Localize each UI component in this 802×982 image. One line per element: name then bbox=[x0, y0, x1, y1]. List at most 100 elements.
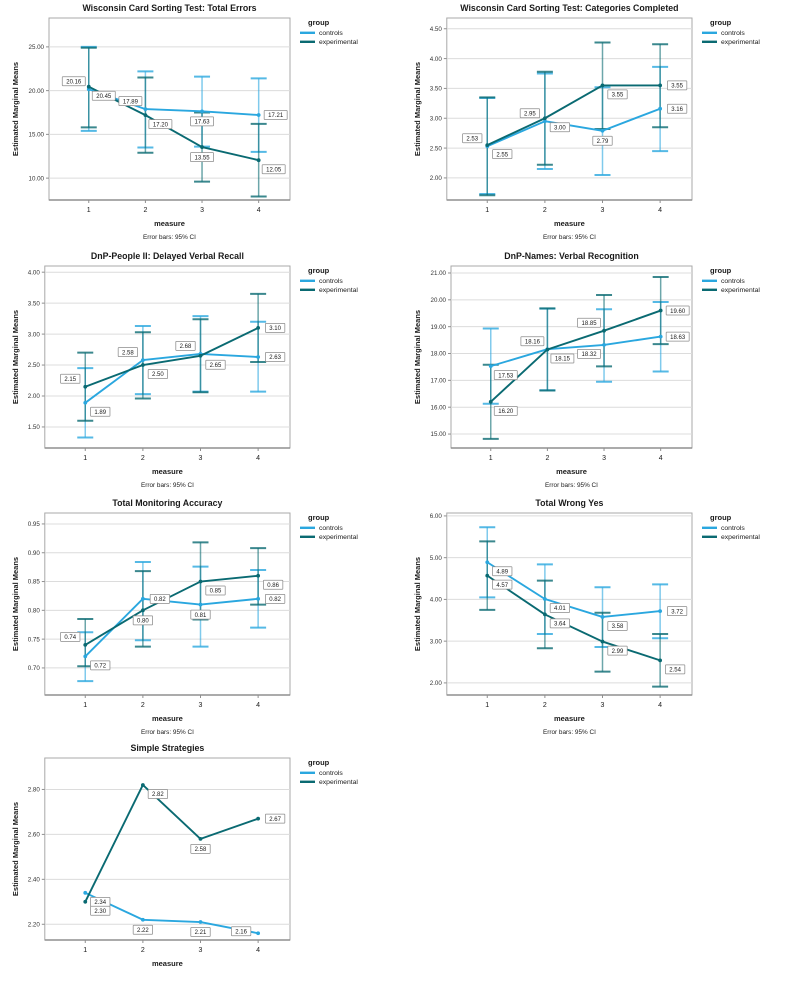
data-point-experimental bbox=[545, 347, 550, 352]
y-tick-label: 18.00 bbox=[431, 351, 447, 358]
y-tick-label: 4.00 bbox=[28, 269, 41, 276]
data-point-experimental bbox=[542, 612, 547, 617]
chart-panel-dnp-names-verbal-recognition: 21.00 20.00 19.00 18.00 17.00 16.00 15.00 1 2 3 4 1… bbox=[410, 248, 802, 495]
data-point-controls bbox=[83, 890, 88, 895]
data-point-experimental bbox=[658, 83, 663, 88]
point-label-box bbox=[190, 844, 211, 854]
point-label: 2.95 bbox=[524, 111, 536, 117]
y-tick-label: 0.95 bbox=[28, 521, 41, 528]
y-tick-label: 0.90 bbox=[28, 550, 41, 557]
point-label: 0.74 bbox=[64, 635, 76, 641]
point-label: 18.15 bbox=[555, 357, 571, 363]
point-label-box bbox=[61, 76, 86, 87]
point-label-box bbox=[263, 579, 284, 590]
point-label-box bbox=[607, 621, 628, 631]
y-tick-label: 0.80 bbox=[28, 608, 41, 615]
data-point-experimental bbox=[256, 326, 261, 330]
point-label: 2.58 bbox=[195, 847, 207, 853]
data-point-experimental bbox=[83, 384, 88, 389]
plot-frame bbox=[44, 757, 291, 941]
y-axis-label: Estimated Marginal Means bbox=[11, 802, 20, 896]
point-label: 2.30 bbox=[94, 909, 106, 915]
point-label: 3.72 bbox=[671, 609, 683, 615]
data-point-controls bbox=[658, 106, 663, 111]
x-tick-label: 4 bbox=[659, 455, 663, 462]
x-axis-label: measure bbox=[556, 467, 587, 476]
point-label: 2.34 bbox=[94, 900, 106, 906]
x-axis-label: measure bbox=[152, 467, 183, 476]
x-axis-label: measure bbox=[554, 714, 585, 723]
x-tick-label: 3 bbox=[602, 455, 606, 462]
point-label-box bbox=[261, 164, 286, 175]
y-tick-label: 0.70 bbox=[28, 665, 41, 672]
y-tick-label: 21.00 bbox=[431, 270, 447, 277]
data-point-experimental bbox=[542, 116, 547, 121]
x-tick-label: 3 bbox=[601, 207, 605, 214]
data-point-experimental bbox=[488, 399, 493, 404]
point-label-box bbox=[231, 926, 252, 937]
point-label-box bbox=[667, 606, 688, 616]
point-label: 20.16 bbox=[66, 79, 82, 85]
series-line-controls bbox=[84, 352, 260, 404]
point-label: 1.89 bbox=[94, 410, 106, 416]
chart-svg-total-wrong-yes: 6.00 5.00 4.00 3.00 2.00 1 2 3 4 4.89 4.01 3.58 3.72… bbox=[413, 498, 760, 736]
point-label-box bbox=[549, 603, 570, 613]
point-label: 3.55 bbox=[612, 93, 624, 99]
y-tick-label: 2.00 bbox=[430, 175, 443, 182]
y-tick-label: 2.80 bbox=[28, 787, 41, 794]
point-label-box bbox=[520, 336, 545, 347]
y-tick-label: 2.40 bbox=[28, 877, 41, 884]
chart-panel-wcst-total-errors: 25.00 20.00 15.00 10.00 1 2 3 4 20.16 17.89 17.63 1… bbox=[8, 0, 400, 247]
data-point-experimental bbox=[485, 143, 490, 148]
chart-title: DnP-People II: Delayed Verbal Recall bbox=[91, 251, 244, 261]
data-point-controls bbox=[140, 917, 145, 922]
y-axis-label: Estimated Marginal Means bbox=[413, 62, 422, 156]
point-label-box bbox=[147, 789, 168, 799]
point-label: 3.10 bbox=[269, 326, 281, 332]
chart-svg-total-monitoring-accuracy: 0.95 0.90 0.85 0.80 0.75 0.70 1 2 3 4 0.72 0.82 0.81… bbox=[11, 498, 358, 736]
point-label: 17.63 bbox=[195, 120, 211, 126]
y-tick-label: 25.00 bbox=[29, 44, 45, 51]
point-label-box bbox=[60, 373, 81, 384]
legend-entry-experimental: experimental bbox=[721, 287, 760, 294]
point-label-box bbox=[91, 90, 116, 101]
point-label: 2.55 bbox=[496, 152, 508, 158]
x-tick-label: 1 bbox=[489, 455, 493, 462]
y-tick-label: 16.00 bbox=[431, 404, 447, 411]
point-label: 0.81 bbox=[195, 613, 207, 619]
point-label: 2.15 bbox=[64, 377, 76, 383]
point-label: 19.60 bbox=[670, 309, 686, 315]
data-point-controls bbox=[200, 109, 204, 114]
y-tick-label: 2.20 bbox=[28, 921, 41, 928]
point-label: 2.68 bbox=[180, 344, 192, 350]
y-tick-label: 10.00 bbox=[29, 175, 45, 182]
point-label: 2.16 bbox=[235, 929, 247, 935]
point-label: 17.89 bbox=[123, 99, 139, 105]
chart-title: DnP-Names: Verbal Recognition bbox=[504, 251, 638, 261]
point-label-box bbox=[577, 349, 601, 359]
point-label: 2.79 bbox=[597, 139, 609, 145]
x-tick-label: 2 bbox=[543, 207, 547, 214]
y-tick-label: 2.50 bbox=[430, 145, 443, 152]
point-label: 3.55 bbox=[671, 84, 683, 90]
data-point-experimental bbox=[485, 573, 490, 578]
chart-svg-simple-strategies: 2.80 2.60 2.40 2.20 1 2 3 4 2.34 2.22 2.21 2.16 2.30… bbox=[11, 743, 358, 968]
legend-entry-controls: controls bbox=[319, 30, 343, 37]
legend-entry-controls: controls bbox=[319, 525, 343, 532]
point-label-box bbox=[263, 110, 288, 120]
legend-entry-experimental: experimental bbox=[721, 39, 760, 46]
data-point-controls bbox=[542, 119, 547, 124]
point-label: 18.32 bbox=[582, 352, 598, 358]
point-label-box bbox=[667, 80, 688, 91]
x-axis-label: measure bbox=[152, 959, 183, 968]
legend-title: group bbox=[308, 18, 330, 27]
x-tick-label: 3 bbox=[199, 702, 203, 709]
legend-entry-experimental: experimental bbox=[721, 534, 760, 541]
data-point-controls bbox=[256, 355, 261, 359]
point-label-box bbox=[117, 347, 138, 357]
y-axis-label: Estimated Marginal Means bbox=[11, 310, 20, 404]
series-line-controls bbox=[87, 88, 260, 116]
x-tick-label: 1 bbox=[87, 207, 91, 214]
y-tick-label: 4.50 bbox=[430, 26, 443, 33]
chart-title: Wisconsin Card Sorting Test: Total Error… bbox=[82, 3, 256, 13]
